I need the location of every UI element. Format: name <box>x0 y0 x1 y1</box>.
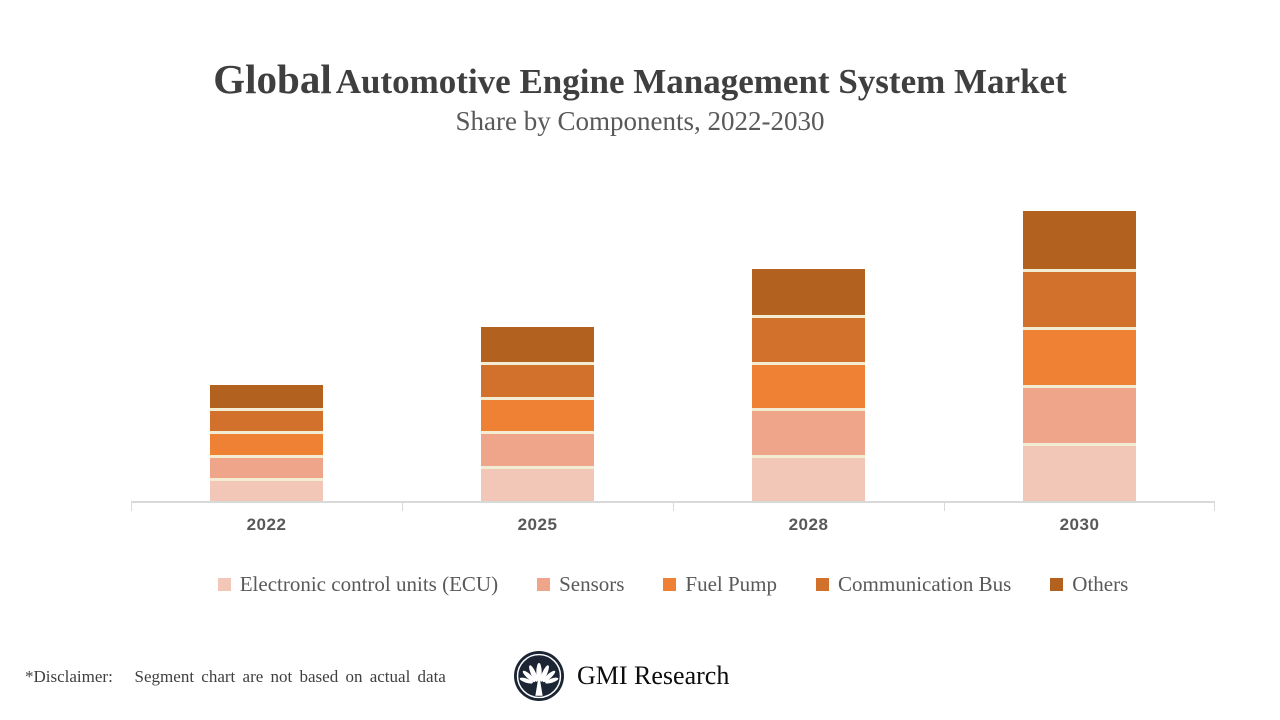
palm-fronds <box>519 662 559 696</box>
x-axis-label: 2030 <box>1059 515 1100 534</box>
page-subtitle: Share by Components, 2022-2030 <box>455 106 825 136</box>
bar-segment <box>1023 385 1136 443</box>
bar-segment <box>752 454 865 501</box>
stacked-bar-2025 <box>481 327 594 501</box>
bar-segment <box>210 385 323 409</box>
stacked-bar-2028 <box>752 269 865 501</box>
legend-item: Fuel Pump <box>663 572 777 597</box>
legend-item: Others <box>1050 572 1128 597</box>
plot-area <box>131 182 1215 501</box>
bar-segment <box>210 477 323 501</box>
x-axis-line <box>131 501 1215 511</box>
legend-label: Communication Bus <box>838 572 1012 596</box>
x-axis-labels: 2022 2025 2028 2030 <box>131 515 1215 541</box>
bar-segment <box>1023 211 1136 269</box>
bar-segment <box>481 327 594 362</box>
title-rest: Automotive Engine Management System Mark… <box>335 62 1067 101</box>
chart-legend: Electronic control units (ECU) Sensors Fue… <box>131 572 1215 597</box>
legend-swatch-icon <box>816 578 830 591</box>
axis-tick <box>1214 503 1215 511</box>
stacked-bar-2030 <box>1023 211 1136 501</box>
bar-segment <box>1023 327 1136 385</box>
bar-segment <box>481 431 594 467</box>
legend-item: Communication Bus <box>816 572 1011 597</box>
bar-segment <box>210 431 323 455</box>
axis-tick <box>673 503 674 511</box>
x-axis-label: 2028 <box>788 515 829 534</box>
legend-swatch-icon <box>1050 578 1064 591</box>
title-emphasis: Global <box>213 56 332 102</box>
bar-segment <box>752 315 865 362</box>
bar-segment <box>752 269 865 316</box>
brand-lockup: GMI Research <box>514 651 729 701</box>
bar-segment <box>210 408 323 432</box>
legend-swatch-icon <box>663 578 677 591</box>
bar-segment <box>210 454 323 478</box>
bar-segment <box>752 408 865 455</box>
legend-label: Others <box>1072 572 1129 596</box>
legend-swatch-icon <box>217 578 231 591</box>
disclaimer-text: *Disclaimer: Segment chart are not based… <box>25 667 446 686</box>
legend-swatch-icon <box>537 578 551 591</box>
x-axis-label: 2025 <box>517 515 558 534</box>
bar-segment <box>481 466 594 501</box>
axis-tick <box>402 503 403 511</box>
axis-tick <box>944 503 945 511</box>
bar-segment <box>481 361 594 397</box>
bar-segment <box>1023 443 1136 501</box>
page-title: Global Automotive Engine Management Syst… <box>0 55 1280 113</box>
bar-segment <box>481 396 594 432</box>
brand-name: GMI Research <box>577 661 730 690</box>
legend-label: Sensors <box>559 572 625 596</box>
axis-tick <box>131 503 132 511</box>
x-axis-label: 2022 <box>246 515 287 534</box>
bar-segment <box>1023 269 1136 327</box>
legend-label: Fuel Pump <box>685 572 778 596</box>
legend-item: Electronic control units (ECU) <box>217 572 499 597</box>
gmi-palm-logo-icon <box>514 651 564 701</box>
bar-segment <box>752 361 865 409</box>
legend-item: Sensors <box>537 572 624 597</box>
stacked-bar-2022 <box>210 385 323 501</box>
legend-label: Electronic control units (ECU) <box>239 572 499 596</box>
